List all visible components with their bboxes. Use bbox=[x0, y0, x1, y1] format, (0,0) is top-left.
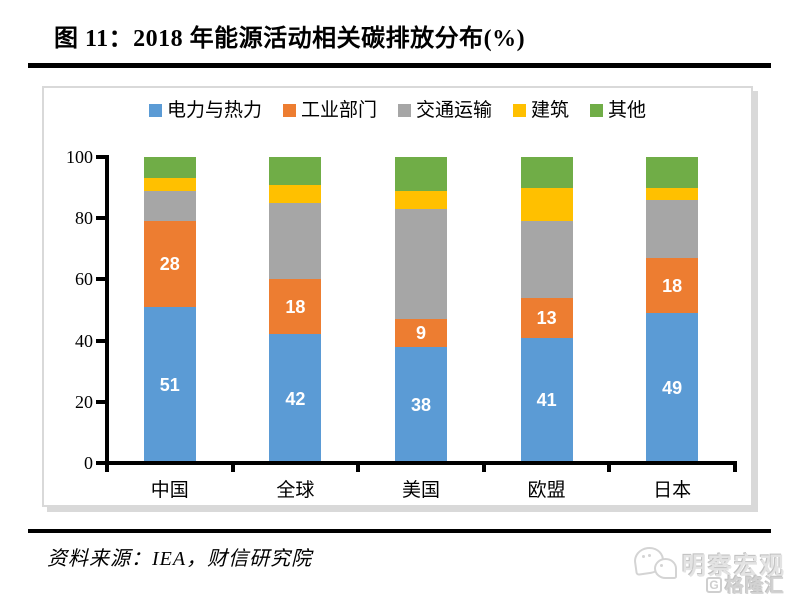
bar-value-label: 18 bbox=[285, 296, 306, 317]
partner-logo-text: 格隆汇 bbox=[725, 576, 786, 594]
legend-label: 交通运输 bbox=[415, 100, 492, 121]
bar-segment: 9 bbox=[395, 319, 447, 347]
bar-value-label: 51 bbox=[159, 374, 180, 395]
legend-label: 建筑 bbox=[531, 100, 570, 121]
bar-segment bbox=[395, 209, 447, 320]
y-axis-tick-label: 80 bbox=[75, 208, 93, 229]
y-axis-tick-label: 60 bbox=[75, 269, 93, 290]
y-axis-tick bbox=[96, 277, 105, 282]
legend-label: 电力与热力 bbox=[166, 100, 262, 121]
x-category-label: 日本 bbox=[653, 480, 692, 501]
y-axis-tick bbox=[96, 399, 105, 404]
bar-segment bbox=[269, 157, 322, 185]
bar-value-label: 42 bbox=[285, 388, 306, 409]
x-axis-tick bbox=[105, 465, 109, 472]
chart-area: 电力与热力 工业部门 交通运输 建筑 其他 0 20 40 60 80 100 51 28 中国 42 18… bbox=[42, 86, 753, 507]
bar-segment: 38 bbox=[395, 346, 447, 463]
y-axis-tick-label: 40 bbox=[75, 330, 93, 351]
y-axis-tick-label: 0 bbox=[84, 453, 93, 473]
legend-swatch-icon bbox=[513, 104, 526, 117]
legend-item-3: 交通运输 bbox=[397, 100, 492, 121]
figure-title: 图 11：2018 年能源活动相关碳排放分布(%) bbox=[54, 26, 526, 52]
chart-legend: 电力与热力 工业部门 交通运输 建筑 其他 bbox=[44, 101, 751, 120]
bar-column-欧盟: 41 13 bbox=[520, 157, 573, 463]
x-axis-tick bbox=[607, 465, 612, 472]
legend-label: 工业部门 bbox=[300, 100, 377, 121]
bar-segment bbox=[646, 187, 699, 200]
plot-area: 0 20 40 60 80 100 51 28 中国 42 18 全球 38 9 美国 41 13 欧盟 49 18 日… bbox=[66, 147, 737, 501]
legend-item-1: 电力与热力 bbox=[148, 100, 262, 121]
watermark: 明察宏观 G 格隆汇 bbox=[630, 541, 790, 594]
legend-label: 其他 bbox=[608, 100, 647, 121]
bar-value-label: 28 bbox=[159, 254, 180, 275]
x-axis-line bbox=[105, 461, 737, 465]
partner-logo: G 格隆汇 bbox=[706, 571, 785, 594]
legend-swatch-icon bbox=[282, 104, 296, 117]
x-axis-tick bbox=[481, 465, 486, 472]
bar-column-全球: 42 18 bbox=[269, 157, 322, 463]
y-axis-tick bbox=[96, 216, 105, 221]
gelonghui-g-logo-icon: G bbox=[706, 576, 722, 593]
legend-swatch-icon bbox=[590, 104, 604, 117]
bar-value-label: 9 bbox=[415, 322, 426, 343]
bar-segment bbox=[269, 184, 322, 203]
x-category-label: 欧盟 bbox=[527, 480, 566, 501]
bar-value-label: 38 bbox=[410, 394, 432, 415]
bar-segment bbox=[646, 157, 699, 188]
legend-item-5: 其他 bbox=[590, 101, 646, 120]
footer-divider bbox=[28, 529, 771, 533]
source-note: 资料来源：IEA，财信研究院 bbox=[47, 548, 313, 570]
bar-segment bbox=[143, 157, 196, 179]
bar-segment: 28 bbox=[143, 221, 196, 307]
y-axis-tick bbox=[96, 155, 105, 159]
x-axis-tick bbox=[733, 465, 737, 472]
bar-segment: 18 bbox=[269, 279, 322, 335]
bar-column-中国: 51 28 bbox=[143, 157, 196, 463]
bar-segment: 13 bbox=[520, 297, 573, 338]
bar-segment bbox=[520, 157, 573, 188]
bar-segment: 18 bbox=[646, 257, 699, 314]
x-category-label: 美国 bbox=[401, 480, 440, 501]
y-axis-tick-label: 20 bbox=[75, 391, 93, 412]
y-axis-line bbox=[105, 155, 109, 465]
bar-segment: 49 bbox=[646, 313, 699, 463]
y-axis-tick bbox=[96, 461, 105, 465]
x-category-label: 中国 bbox=[150, 480, 189, 501]
bar-value-label: 13 bbox=[536, 307, 557, 328]
y-axis-tick bbox=[96, 338, 105, 343]
bar-segment bbox=[395, 157, 447, 191]
bar-value-label: 41 bbox=[536, 390, 557, 411]
x-axis-tick bbox=[356, 465, 361, 472]
x-axis-tick bbox=[230, 465, 235, 472]
legend-item-2: 工业部门 bbox=[282, 100, 377, 121]
legend-item-4: 建筑 bbox=[513, 101, 569, 120]
bar-value-label: 18 bbox=[662, 275, 683, 296]
bar-segment bbox=[395, 190, 447, 210]
bar-segment bbox=[143, 178, 196, 191]
bar-segment bbox=[143, 190, 196, 222]
bar-segment bbox=[520, 221, 573, 298]
bar-segment: 51 bbox=[143, 306, 196, 463]
bar-segment bbox=[269, 202, 322, 280]
title-divider bbox=[28, 63, 771, 68]
legend-swatch-icon bbox=[397, 104, 411, 117]
bar-segment bbox=[646, 199, 699, 258]
bar-column-美国: 38 9 bbox=[395, 157, 447, 463]
y-axis-tick-label: 100 bbox=[66, 147, 93, 167]
legend-swatch-icon bbox=[148, 104, 162, 117]
bar-segment: 42 bbox=[269, 334, 322, 463]
bar-segment bbox=[520, 187, 573, 222]
bar-value-label: 49 bbox=[662, 378, 683, 399]
bar-segment: 41 bbox=[520, 337, 573, 463]
bar-column-日本: 49 18 bbox=[646, 157, 699, 463]
x-category-label: 全球 bbox=[276, 480, 315, 501]
chat-bubbles-logo-icon bbox=[632, 545, 680, 585]
watermark-brand-text: 明察宏观 bbox=[682, 554, 786, 580]
